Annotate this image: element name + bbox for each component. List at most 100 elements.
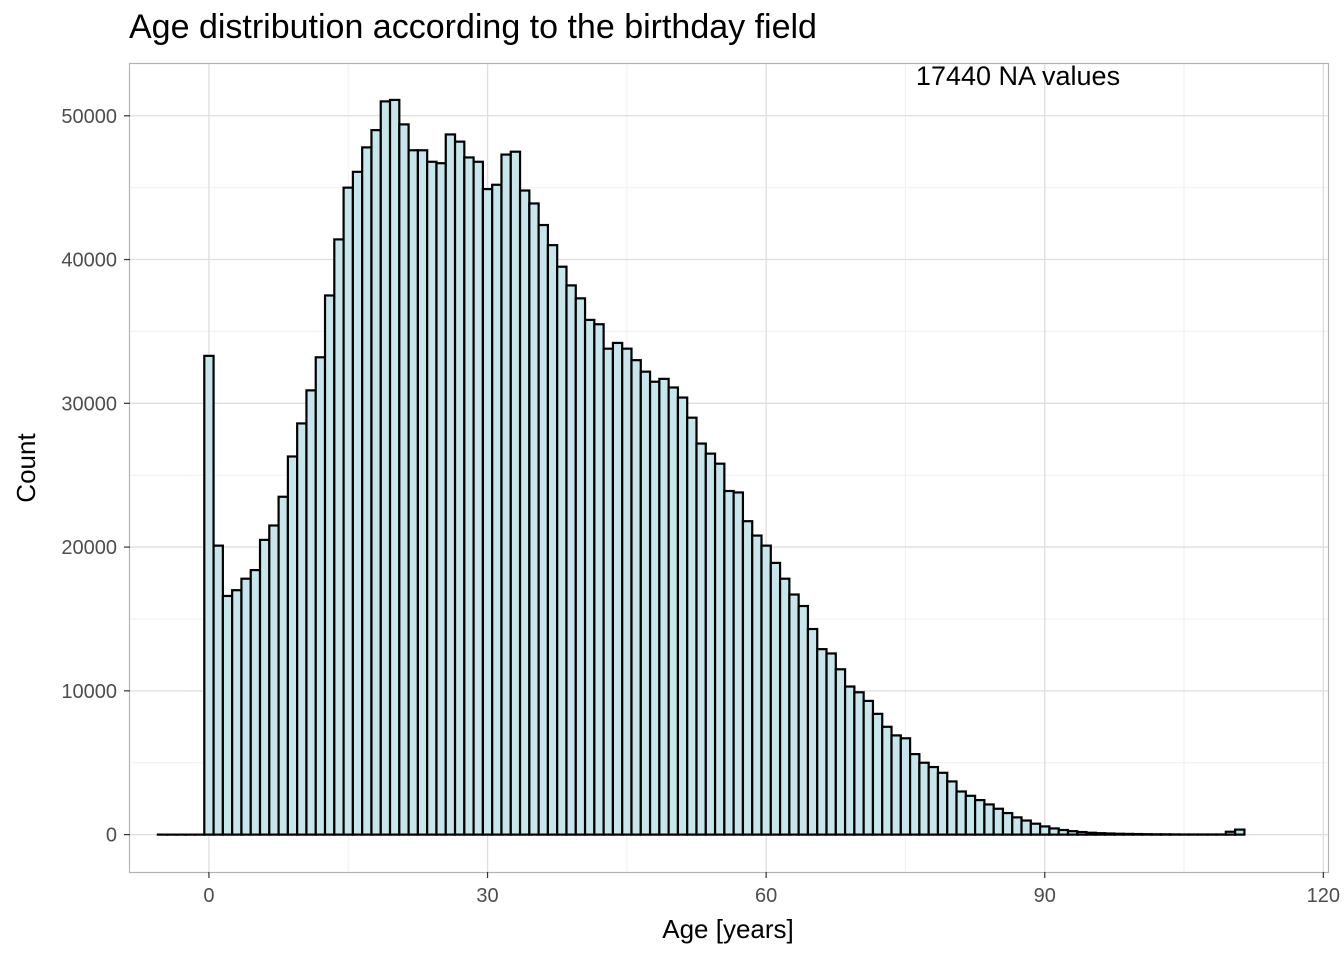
bars: [156, 98, 1246, 836]
histogram-bar: [1048, 827, 1060, 836]
histogram-bar: [388, 98, 401, 836]
histogram-bar: [881, 725, 893, 836]
histogram-bar: [491, 183, 503, 836]
histogram-bar: [509, 150, 522, 836]
histogram-bar: [249, 568, 262, 836]
histogram-bar: [983, 803, 995, 836]
histogram-bar: [361, 146, 373, 836]
histogram-bar: [1011, 816, 1023, 836]
histogram-bar: [806, 627, 819, 836]
histogram-bar: [203, 354, 215, 836]
histogram-bar: [351, 170, 364, 836]
y-tick-label: 20000: [61, 537, 117, 559]
y-axis-label: Count: [11, 433, 41, 503]
histogram-bar: [1113, 832, 1125, 836]
histogram-bar: [602, 347, 615, 836]
histogram-bar: [323, 294, 336, 836]
x-tick-label: 90: [1034, 885, 1056, 907]
histogram-bar: [212, 544, 224, 836]
histogram-bar: [816, 648, 828, 836]
histogram-bar: [398, 123, 410, 836]
histogram-bar: [843, 685, 856, 836]
histogram-bar: [927, 765, 940, 836]
histogram-bar: [1066, 830, 1079, 836]
histogram-bar: [426, 160, 438, 836]
histogram-bar: [639, 370, 652, 836]
y-tick-label: 10000: [61, 681, 117, 703]
histogram-bar: [1057, 828, 1070, 836]
histogram-bar: [676, 396, 689, 836]
y-tick-label: 50000: [61, 106, 117, 128]
histogram-bar: [277, 495, 289, 836]
histogram-bar: [723, 489, 735, 836]
histogram-bar: [1020, 819, 1032, 836]
histogram-bar: [258, 538, 271, 836]
x-axis-ticks: 0 30 60 90 120: [203, 872, 1340, 907]
histogram-bar: [416, 149, 429, 836]
histogram-bar: [1001, 811, 1014, 836]
histogram-bar: [834, 668, 847, 836]
histogram-bar: [268, 524, 280, 836]
histogram-bar: [797, 604, 810, 836]
histogram-bar: [788, 593, 800, 836]
histogram-bar: [221, 594, 234, 836]
histogram-bar: [908, 753, 921, 836]
histogram-bar: [463, 156, 475, 836]
histogram-bar: [751, 534, 763, 836]
histogram-bar: [593, 323, 605, 836]
histogram-bar: [871, 712, 884, 836]
x-tick-label: 30: [476, 885, 498, 907]
histogram-bar: [974, 799, 986, 836]
histogram-bar: [333, 238, 345, 836]
y-tick-label: 0: [106, 825, 117, 847]
x-tick-label: 120: [1307, 885, 1340, 907]
histogram-bar: [1131, 832, 1144, 836]
histogram-bar: [500, 153, 512, 836]
histogram-bar: [518, 189, 531, 836]
histogram-bar: [918, 761, 930, 836]
histogram-bar: [1029, 822, 1042, 836]
histogram-bar: [630, 359, 642, 836]
histogram-bar: [890, 734, 902, 836]
histogram-bar: [481, 187, 494, 836]
histogram-bar: [648, 380, 661, 836]
histogram-bar: [583, 318, 596, 836]
histogram-bar: [296, 422, 308, 836]
y-axis-ticks: 0 10000 20000 30000 40000 50000: [61, 106, 130, 847]
histogram-bar: [741, 520, 754, 836]
histogram-bar: [778, 577, 791, 836]
histogram-bar: [1234, 828, 1246, 836]
histogram-bar: [305, 389, 317, 836]
histogram-bar: [992, 807, 1005, 836]
histogram-bar: [453, 140, 466, 836]
histogram-bar: [686, 416, 698, 836]
histogram-bar: [825, 652, 837, 836]
histogram-bar: [1039, 825, 1051, 836]
x-tick-label: 0: [203, 885, 214, 907]
histogram-bar: [444, 133, 457, 836]
histogram-bar: [667, 386, 680, 836]
x-axis-label: Age [years]: [662, 914, 794, 944]
histogram-bar: [370, 129, 382, 836]
histogram-bar: [732, 491, 745, 836]
histogram-bar: [240, 577, 252, 836]
histogram-bar: [964, 794, 977, 836]
histogram-bar: [695, 442, 707, 836]
histogram-bar: [528, 202, 540, 836]
chart-title: Age distribution according to the birthd…: [129, 8, 817, 46]
histogram-bar: [574, 297, 587, 836]
histogram-bar: [286, 455, 299, 836]
histogram-bar: [537, 223, 550, 836]
histogram-bar: [556, 265, 568, 836]
histogram-bar: [658, 377, 670, 836]
y-tick-label: 40000: [61, 250, 117, 272]
histogram-bar: [1085, 831, 1097, 836]
histogram-bar: [1104, 832, 1116, 836]
histogram-bar: [769, 561, 782, 836]
histogram-bar: [565, 284, 577, 836]
histogram-bar: [1094, 832, 1107, 836]
histogram-bar: [760, 544, 772, 836]
histogram-bar: [231, 589, 243, 836]
x-tick-label: 60: [755, 885, 777, 907]
histogram-bar: [1076, 830, 1088, 836]
